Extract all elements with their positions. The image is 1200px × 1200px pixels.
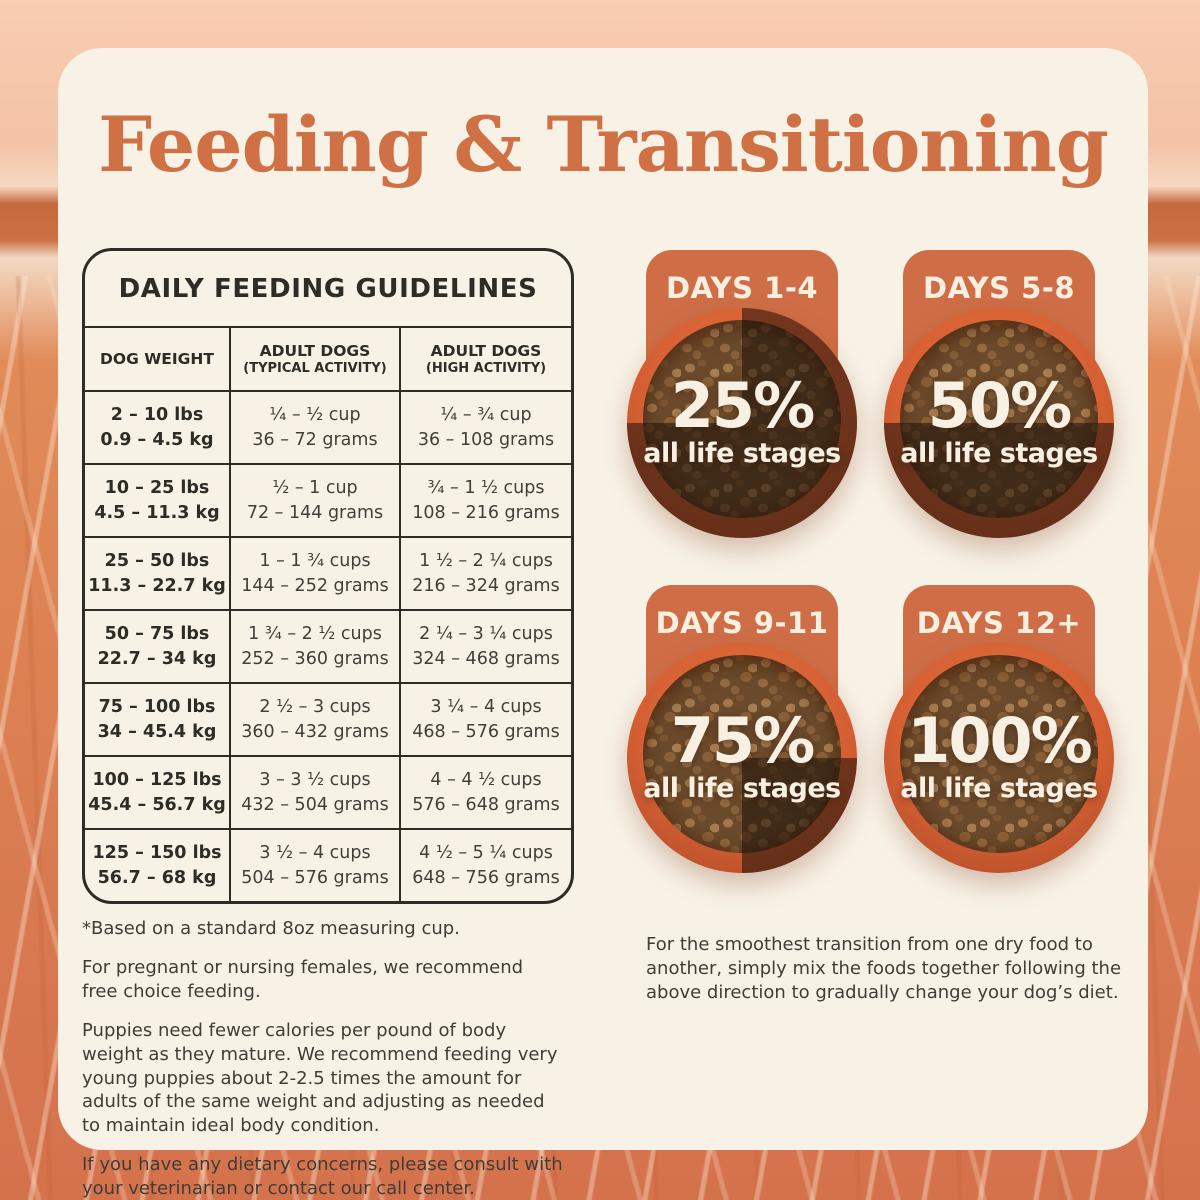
mix-percent: 25%	[670, 369, 815, 443]
transition-step-days-12-plus: DAYS 12+ 100% all life stages	[884, 585, 1114, 875]
column-header-dog-weight: DOG WEIGHT	[85, 328, 231, 390]
all-life-stages-label: all life stages	[643, 772, 841, 804]
mix-percent: 75%	[670, 704, 815, 778]
table-row: 25 – 50 lbs 11.3 – 22.7 kg 1 – 1 ¾ cups 14…	[85, 538, 571, 611]
transition-step-days-9-11: DAYS 9-11 75% all life stages	[627, 585, 857, 875]
feeding-guidelines-section: DAILY FEEDING GUIDELINES DOG WEIGHT ADUL…	[82, 248, 574, 1200]
table-row: 50 – 75 lbs 22.7 – 34 kg 1 ¾ – 2 ½ cups 25…	[85, 611, 571, 684]
all-life-stages-label: all life stages	[643, 437, 841, 469]
transition-step-days-1-4: DAYS 1-4 25% all life stages	[627, 250, 857, 540]
measuring-cup-footnote: *Based on a standard 8oz measuring cup.	[82, 918, 460, 939]
kibble-texture	[900, 655, 1098, 853]
table-row: 100 – 125 lbs 45.4 – 56.7 kg 3 – 3 ½ cups…	[85, 757, 571, 830]
pregnant-females-note: For pregnant or nursing females, we reco…	[82, 956, 524, 1002]
dietary-concerns-note: If you have any dietary concerns, please…	[82, 1154, 563, 1200]
kibble-bowl-photo: 50% all life stages	[884, 308, 1114, 538]
content-card: Feeding & Transitioning DAILY FEEDING GU…	[58, 48, 1148, 1199]
mix-ratio-overlay	[884, 308, 1114, 538]
table-header-row: DOG WEIGHT ADULT DOGS (TYPICAL ACTIVITY)…	[85, 328, 571, 392]
column-header-typical-activity: ADULT DOGS (TYPICAL ACTIVITY)	[231, 328, 401, 390]
transition-instructions: For the smoothest transition from one dr…	[646, 934, 1122, 1003]
mix-ratio-overlay	[627, 308, 857, 538]
mix-percent: 50%	[927, 369, 1072, 443]
mix-percent: 100%	[907, 704, 1093, 778]
table-row: 2 – 10 lbs 0.9 – 4.5 kg ¼ – ½ cup 36 – 72 …	[85, 392, 571, 465]
column-header-high-activity: ADULT DOGS (HIGH ACTIVITY)	[425, 342, 547, 376]
page-title: Feeding & Transitioning	[98, 100, 1109, 189]
table-row: 125 – 150 lbs 56.7 – 68 kg 3 ½ – 4 cups 50…	[85, 830, 571, 901]
table-row: 75 – 100 lbs 34 – 45.4 kg 2 ½ – 3 cups 360…	[85, 684, 571, 757]
daily-feeding-table: DAILY FEEDING GUIDELINES DOG WEIGHT ADUL…	[82, 248, 574, 904]
kibble-bowl-photo: 75% all life stages	[627, 643, 857, 873]
all-life-stages-label: all life stages	[900, 437, 1098, 469]
table-row: 10 – 25 lbs 4.5 – 11.3 kg ½ – 1 cup 72 – 1…	[85, 465, 571, 538]
kibble-bowl-photo: 25% all life stages	[627, 308, 857, 538]
mix-ratio-overlay	[627, 643, 857, 873]
kibble-bowl-photo: 100% all life stages	[884, 643, 1114, 873]
transition-step-days-5-8: DAYS 5-8 50% all life stages	[884, 250, 1114, 540]
puppies-note: Puppies need fewer calories per pound of…	[82, 1019, 558, 1137]
all-life-stages-label: all life stages	[900, 772, 1098, 804]
table-title: DAILY FEEDING GUIDELINES	[85, 251, 571, 328]
